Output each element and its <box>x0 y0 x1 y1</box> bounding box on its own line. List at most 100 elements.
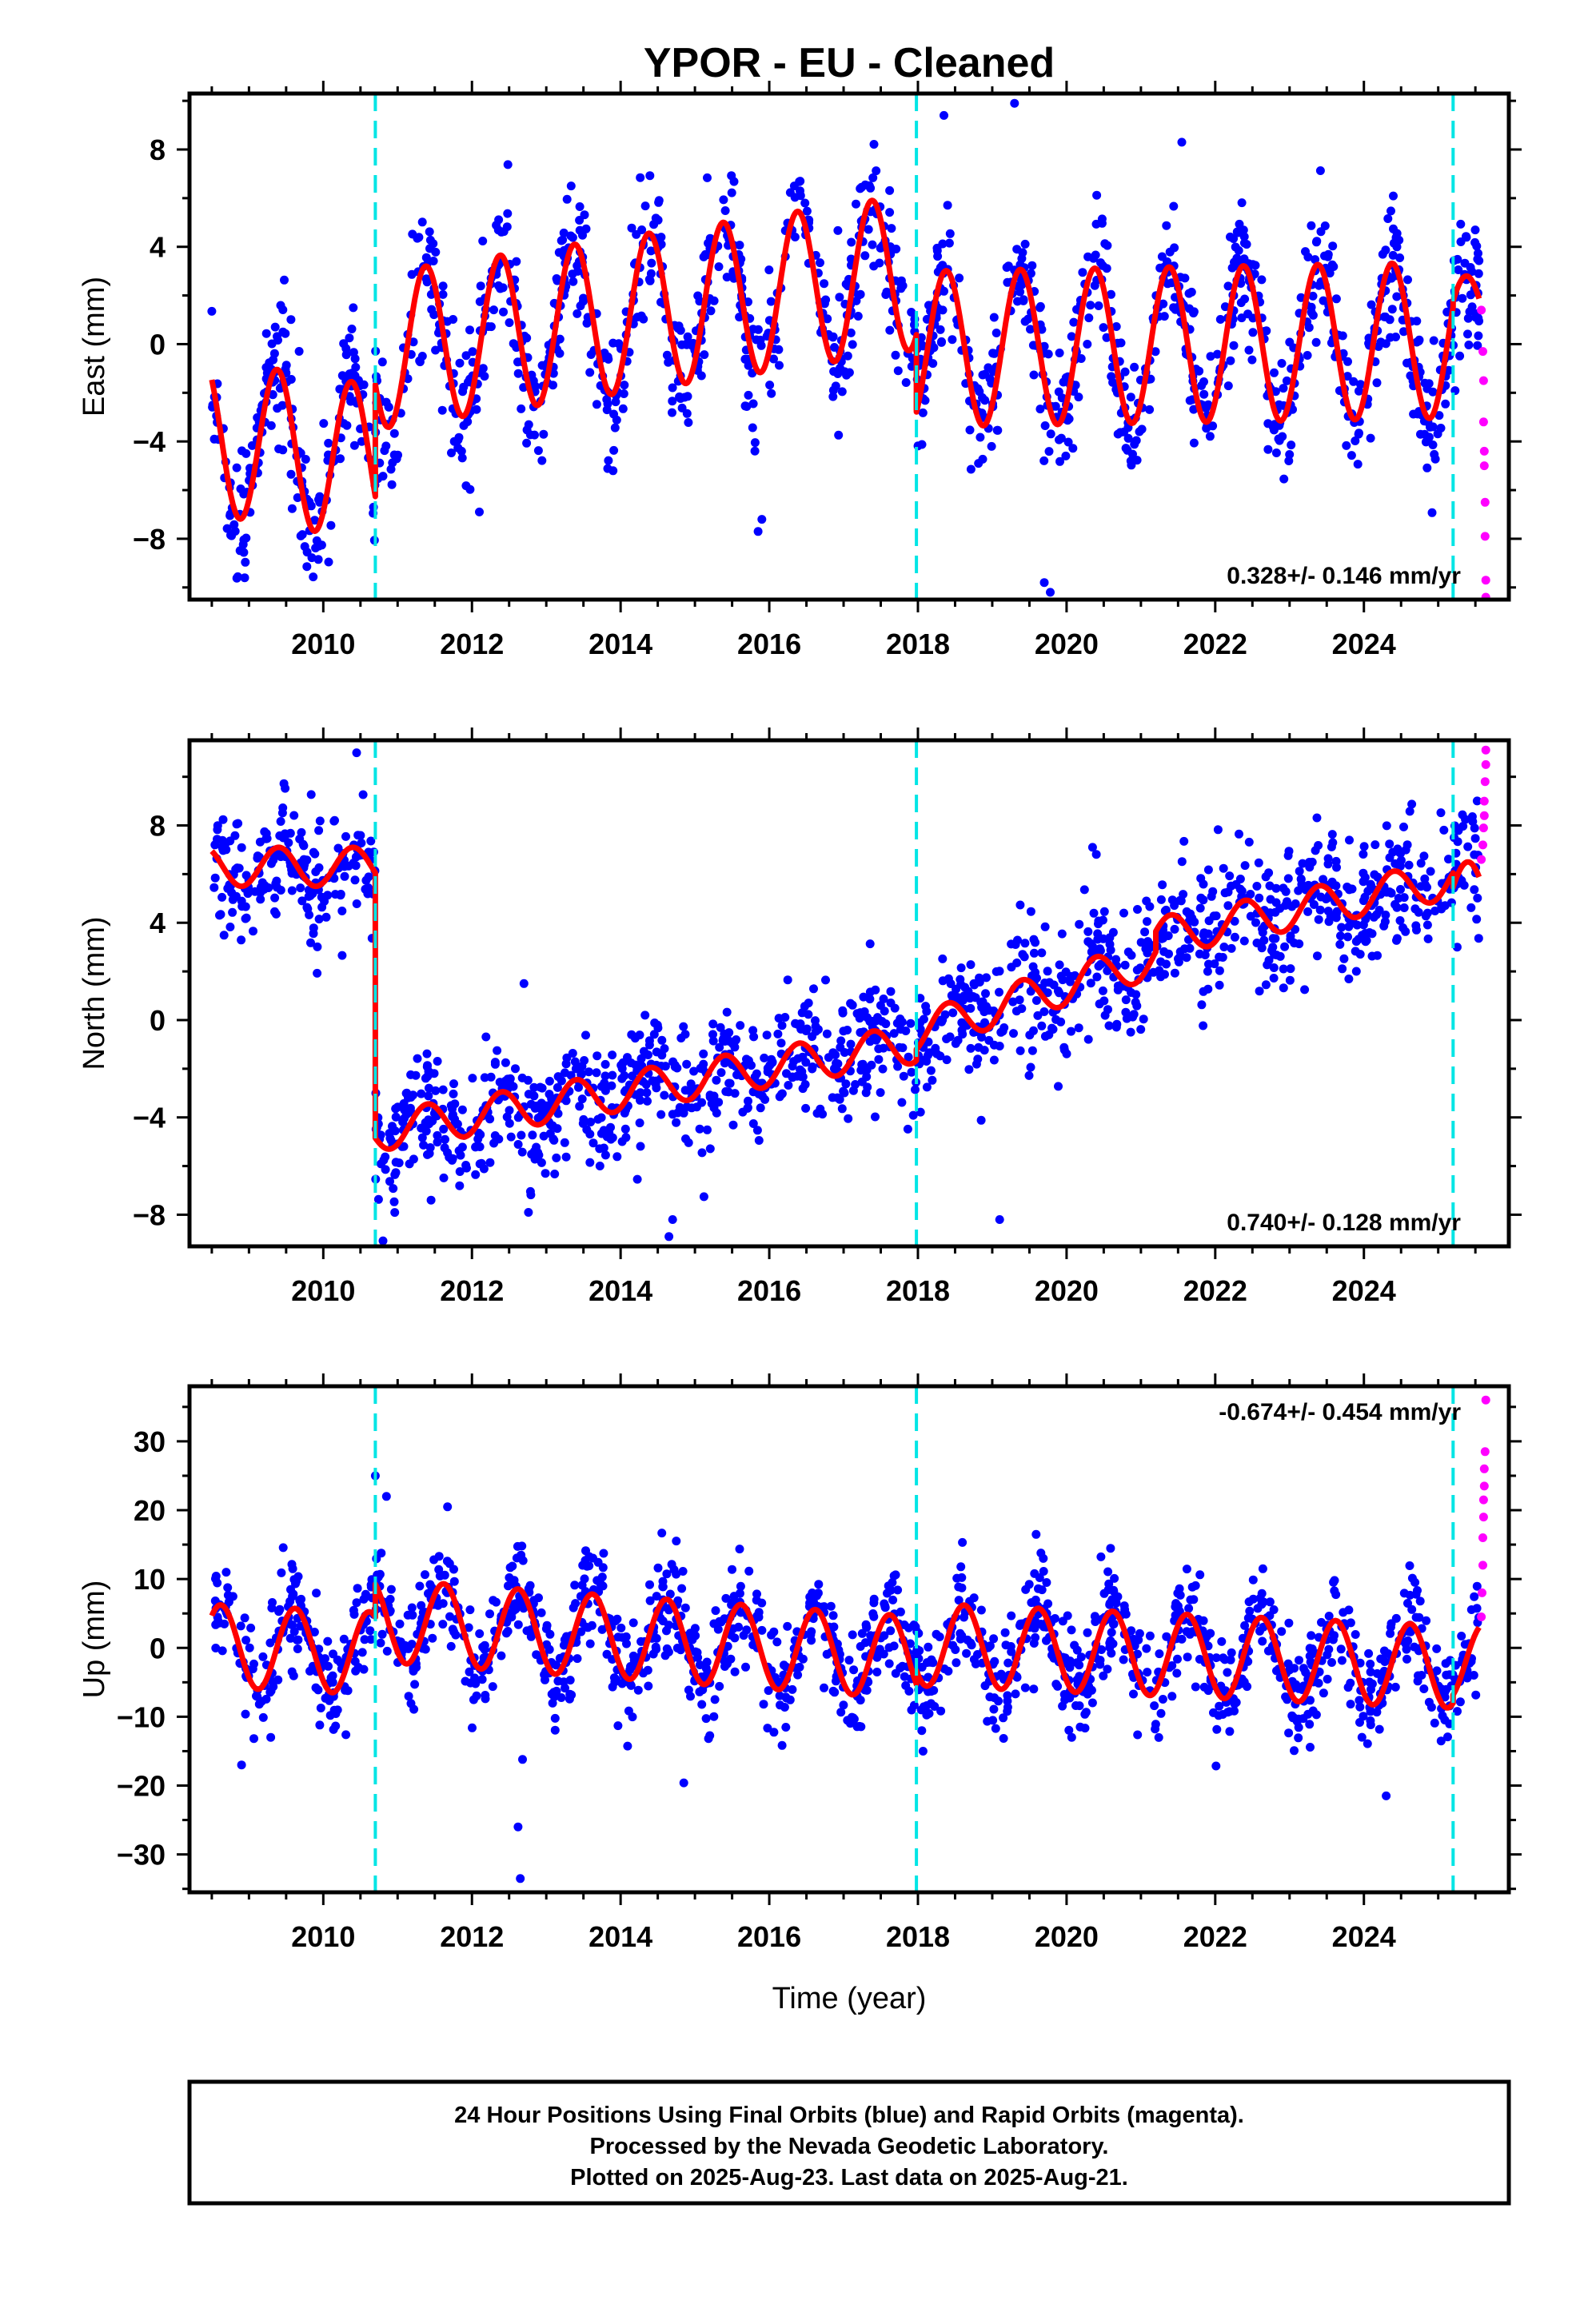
plot-area <box>209 1395 1490 1884</box>
final-orbit-point <box>505 1106 514 1115</box>
final-orbit-point <box>1127 460 1136 470</box>
final-orbit-point <box>227 888 237 898</box>
final-orbit-point <box>230 527 240 536</box>
final-orbit-point <box>333 1655 342 1664</box>
final-orbit-point <box>438 289 448 299</box>
final-orbit-point <box>390 1170 400 1179</box>
final-orbit-point <box>1083 927 1093 936</box>
final-orbit-outlier-point <box>518 1755 527 1764</box>
final-orbit-outlier-point <box>679 1778 688 1788</box>
final-orbit-point <box>453 435 463 444</box>
final-orbit-point <box>881 1019 891 1029</box>
final-orbit-point <box>641 1080 651 1089</box>
x-tick-label: 2012 <box>440 628 504 660</box>
final-orbit-point <box>1382 821 1391 831</box>
final-orbit-point <box>424 1091 433 1101</box>
final-orbit-point <box>720 206 730 215</box>
final-orbit-point <box>924 1048 934 1058</box>
final-orbit-point <box>313 555 323 564</box>
final-orbit-point <box>489 305 498 315</box>
final-orbit-point <box>349 1605 358 1615</box>
plot-frame <box>187 738 1511 1249</box>
final-orbit-point <box>475 297 485 306</box>
final-orbit-point <box>391 1112 401 1122</box>
final-orbit-point <box>1033 1011 1043 1020</box>
final-orbit-point <box>537 456 547 465</box>
final-orbit-point <box>1133 1730 1143 1740</box>
final-orbit-point <box>889 1571 899 1581</box>
final-orbit-point <box>750 438 760 448</box>
final-orbit-point <box>1394 894 1403 903</box>
final-orbit-point <box>862 1072 872 1082</box>
final-orbit-point <box>1009 1029 1018 1038</box>
final-orbit-point <box>901 1680 911 1690</box>
final-orbit-point <box>1405 1561 1414 1570</box>
final-orbit-point <box>617 1074 627 1083</box>
final-orbit-point <box>1392 292 1402 301</box>
final-orbit-point <box>783 975 792 985</box>
final-orbit-point <box>1424 433 1434 442</box>
final-orbit-point <box>841 1079 851 1089</box>
final-orbit-point <box>636 173 645 182</box>
final-orbit-point <box>1087 1685 1096 1695</box>
final-orbit-outlier-point <box>516 1874 525 1884</box>
final-orbit-point <box>1474 313 1483 323</box>
final-orbit-point <box>680 1030 690 1039</box>
final-orbit-point <box>1366 433 1375 443</box>
final-orbit-point <box>844 368 854 377</box>
final-orbit-point <box>314 915 324 924</box>
final-orbit-outlier-point <box>475 507 484 516</box>
final-orbit-point <box>828 385 838 395</box>
final-orbit-point <box>463 417 473 426</box>
final-orbit-point <box>1240 861 1250 871</box>
final-orbit-point <box>980 1018 989 1027</box>
final-orbit-point <box>788 1073 797 1082</box>
final-orbit-point <box>1332 907 1342 916</box>
y-tick-label: 4 <box>150 231 166 264</box>
final-orbit-point <box>1284 1618 1294 1628</box>
final-orbit-point <box>821 975 830 985</box>
final-orbit-point <box>270 893 280 903</box>
final-orbit-point <box>756 1103 765 1113</box>
final-orbit-point <box>1299 1664 1308 1673</box>
final-orbit-point <box>653 1563 663 1573</box>
final-orbit-point <box>767 389 776 398</box>
final-orbit-point <box>302 855 312 865</box>
final-orbit-point <box>952 1573 962 1583</box>
final-orbit-point <box>731 1035 740 1045</box>
final-orbit-point <box>517 404 526 413</box>
final-orbit-point <box>1055 349 1064 357</box>
final-orbit-point <box>1351 967 1361 976</box>
final-orbit-point <box>996 1027 1006 1037</box>
final-orbit-point <box>509 339 518 349</box>
final-orbit-point <box>230 831 240 840</box>
final-orbit-point <box>593 1114 603 1124</box>
final-orbit-point <box>1376 1654 1386 1664</box>
final-orbit-point <box>748 399 758 409</box>
final-orbit-point <box>315 1720 325 1730</box>
final-orbit-point <box>1466 903 1476 912</box>
final-orbit-point <box>524 420 533 429</box>
final-orbit-point <box>1415 1597 1425 1606</box>
final-orbit-point <box>766 297 776 306</box>
final-orbit-point <box>592 1068 601 1078</box>
final-orbit-point <box>567 1690 577 1700</box>
final-orbit-point <box>769 354 778 364</box>
final-orbit-outlier-point <box>1087 843 1097 852</box>
final-orbit-point <box>1064 1725 1074 1735</box>
final-orbit-point <box>1092 190 1102 200</box>
final-orbit-point <box>465 1605 475 1615</box>
final-orbit-point <box>1386 888 1396 898</box>
final-orbit-point <box>1174 957 1183 967</box>
final-orbit-point <box>1454 265 1463 274</box>
final-orbit-point <box>690 1624 700 1633</box>
final-orbit-point <box>1087 947 1096 957</box>
final-orbit-point <box>1336 931 1345 941</box>
final-orbit-point <box>1103 1664 1112 1674</box>
final-orbit-point <box>1255 1626 1264 1636</box>
final-orbit-point <box>1226 356 1235 365</box>
final-orbit-point <box>308 889 317 899</box>
final-orbit-point <box>1456 219 1466 229</box>
final-orbit-point <box>513 369 523 378</box>
final-orbit-point <box>833 369 843 378</box>
